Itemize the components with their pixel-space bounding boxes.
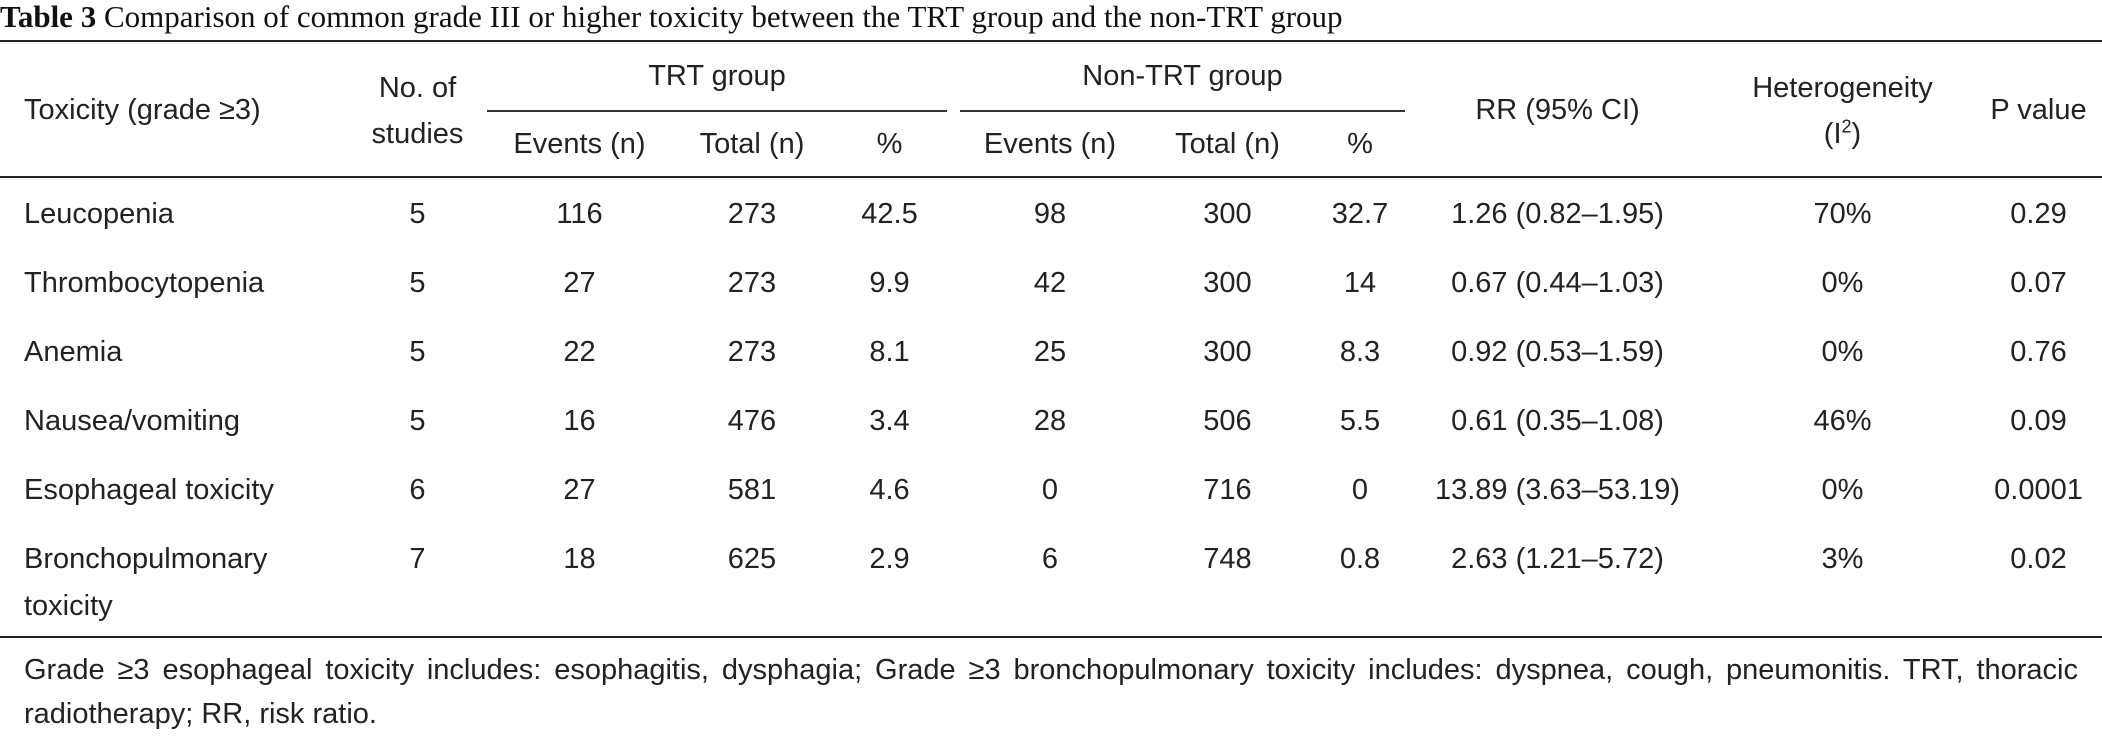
cell-studies: 7 <box>409 543 426 575</box>
cell-het: 46% <box>1813 405 1872 437</box>
cell-het: 0% <box>1821 336 1864 368</box>
cell-non-total: 748 <box>1203 543 1252 575</box>
cell-non-pct: 14 <box>1343 267 1377 299</box>
cell-rr: 1.26 (0.82–1.95) <box>1451 198 1664 230</box>
cell-trt-pct: 4.6 <box>869 474 910 506</box>
cell-toxicity: Bronchopulmonary <box>24 543 268 575</box>
header-trt-total: Total (n) <box>699 128 805 160</box>
bottom-rule <box>0 636 2102 638</box>
cell-trt-total: 625 <box>727 543 777 575</box>
header-heterogeneity: Heterogeneity <box>1752 72 1933 104</box>
cell-trt-total: 476 <box>727 405 777 437</box>
cell-trt-events: 27 <box>563 474 596 506</box>
trt-group-rule <box>487 110 947 112</box>
header-rr: RR (95% CI) <box>1475 94 1640 126</box>
header-non-trt-total: Total (n) <box>1175 128 1280 160</box>
cell-trt-events: 116 <box>556 198 603 230</box>
cell-trt-pct: 8.1 <box>869 336 910 368</box>
header-i2-sup: 2 <box>1841 116 1852 137</box>
cell-studies: 5 <box>409 267 426 299</box>
cell-non-pct: 0.8 <box>1339 543 1381 575</box>
cell-toxicity: Nausea/vomiting <box>24 405 240 437</box>
cell-non-events: 0 <box>1041 474 1059 506</box>
cell-non-events: 28 <box>1033 405 1067 437</box>
cell-p: 0.07 <box>2010 267 2067 299</box>
header-p-value: P value <box>1990 94 2087 126</box>
cell-trt-pct: 42.5 <box>861 198 918 230</box>
cell-trt-total: 273 <box>727 198 777 230</box>
table-caption: Table 3 Comparison of common grade III o… <box>0 0 2102 40</box>
cell-non-events: 25 <box>1033 336 1067 368</box>
cell-trt-pct: 3.4 <box>869 405 910 437</box>
cell-trt-pct: 9.9 <box>869 267 910 299</box>
cell-non-events: 98 <box>1033 198 1067 230</box>
header-non-trt-events: Events (n) <box>983 128 1117 160</box>
cell-het: 70% <box>1813 198 1872 230</box>
cell-trt-total: 581 <box>727 474 777 506</box>
cell-trt-events: 16 <box>563 405 596 437</box>
cell-non-total: 300 <box>1203 267 1252 299</box>
cell-studies: 5 <box>409 198 426 230</box>
cell-p: 0.0001 <box>1994 474 2083 506</box>
header-i2: (I2) <box>1710 112 1975 156</box>
header-trt-events: Events (n) <box>513 128 646 160</box>
cell-het: 0% <box>1821 267 1864 299</box>
cell-trt-pct: 2.9 <box>869 543 910 575</box>
cell-rr: 0.92 (0.53–1.59) <box>1451 336 1664 368</box>
cell-studies: 5 <box>409 405 426 437</box>
cell-p: 0.76 <box>2010 336 2067 368</box>
cell-het: 3% <box>1821 543 1864 575</box>
table-title: Comparison of common grade III or higher… <box>103 0 1343 34</box>
cell-p: 0.02 <box>2010 543 2067 575</box>
header-trt-percent: % <box>876 128 903 160</box>
header-non-trt-percent: % <box>1347 128 1373 160</box>
cell-non-total: 300 <box>1203 198 1252 230</box>
header-studies-line2: studies <box>371 118 464 150</box>
cell-trt-events: 27 <box>563 267 596 299</box>
cell-toxicity-line2: toxicity <box>24 590 113 622</box>
cell-non-total: 506 <box>1203 405 1252 437</box>
cell-toxicity: Esophageal toxicity <box>24 474 274 506</box>
header-rule <box>0 176 2102 178</box>
cell-trt-events: 22 <box>563 336 596 368</box>
cell-trt-total: 273 <box>727 336 777 368</box>
cell-non-total: 716 <box>1203 474 1252 506</box>
table-label: Table 3 <box>0 0 97 34</box>
cell-studies: 5 <box>409 336 426 368</box>
cell-p: 0.29 <box>2010 198 2067 230</box>
cell-p: 0.09 <box>2010 405 2067 437</box>
cell-trt-events: 18 <box>563 543 596 575</box>
cell-rr: 0.67 (0.44–1.03) <box>1451 267 1664 299</box>
cell-non-pct: 32.7 <box>1331 198 1389 230</box>
cell-non-total: 300 <box>1203 336 1252 368</box>
header-i2-base: (I <box>1823 118 1842 150</box>
cell-het: 0% <box>1821 474 1864 506</box>
non-trt-group-rule <box>960 110 1405 112</box>
header-i2-close: ) <box>1851 118 1862 150</box>
cell-rr: 0.61 (0.35–1.08) <box>1451 405 1664 437</box>
cell-non-pct: 8.3 <box>1339 336 1381 368</box>
cell-non-events: 6 <box>1041 543 1059 575</box>
table-footnote: Grade ≥3 esophageal toxicity includes: e… <box>24 654 2078 730</box>
cell-toxicity: Anemia <box>24 336 123 368</box>
header-toxicity: Toxicity (grade ≥3) <box>24 94 261 126</box>
cell-non-events: 42 <box>1033 267 1067 299</box>
header-non-trt-group: Non-TRT group <box>1082 60 1283 92</box>
cell-rr: 13.89 (3.63–53.19) <box>1434 474 1681 506</box>
cell-toxicity: Leucopenia <box>24 198 174 230</box>
cell-studies: 6 <box>409 474 426 506</box>
cell-trt-total: 273 <box>727 267 777 299</box>
header-trt-group: TRT group <box>648 60 786 92</box>
cell-rr: 2.63 (1.21–5.72) <box>1451 543 1664 575</box>
cell-non-pct: 0 <box>1351 474 1369 506</box>
header-studies-line1: No. of <box>378 72 457 104</box>
top-rule <box>0 40 2102 42</box>
cell-toxicity: Thrombocytopenia <box>24 267 265 299</box>
cell-non-pct: 5.5 <box>1339 405 1381 437</box>
